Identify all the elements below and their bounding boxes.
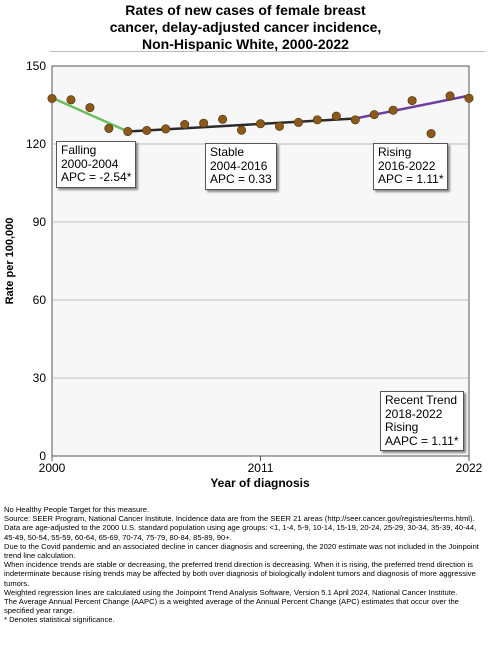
footnote: No Healthy People Target for this measur… — [4, 505, 150, 514]
data-point — [407, 96, 417, 106]
annotation-falling: Falling 2000-2004 APC = -2.54* — [56, 141, 137, 188]
footnote: Data are age-adjusted to the 2000 U.S. s… — [4, 523, 477, 542]
footnote: The Average Annual Percent Change (AAPC)… — [4, 597, 459, 616]
data-point — [255, 119, 265, 129]
title-divider — [50, 51, 485, 52]
data-point — [123, 127, 133, 137]
data-point — [464, 93, 474, 103]
annotation-line: Recent Trend — [385, 393, 458, 407]
y-tick-label: 30 — [33, 371, 47, 385]
annotation-line: 2004-2016 — [210, 158, 268, 173]
data-point — [218, 114, 228, 124]
data-point — [142, 125, 152, 135]
footnotes: No Healthy People Target for this measur… — [4, 505, 488, 625]
data-point — [161, 124, 171, 134]
annotation-line: APC = 0.33 — [210, 172, 272, 186]
y-tick-label: 0 — [39, 449, 46, 463]
data-point — [66, 95, 76, 105]
annotation-line: APC = -2.54* — [61, 170, 132, 184]
chart-title-line: cancer, delay-adjusted cancer incidence, — [109, 19, 382, 35]
annotation-line: 2018-2022 — [385, 406, 443, 421]
data-point — [426, 129, 436, 139]
x-axis-label: Year of diagnosis — [210, 476, 310, 490]
annotation-stable: Stable 2004-2016 APC = 0.33 — [205, 143, 277, 190]
data-point — [445, 91, 455, 101]
annotation-line: 2016-2022 — [378, 158, 436, 173]
data-point — [293, 117, 303, 127]
annotation-line: APC = 1.11* — [378, 172, 444, 186]
annotation-line: 2000-2004 — [61, 156, 119, 171]
y-axis-ticks: 0 30 60 90 120 150 — [26, 59, 46, 463]
annotation-line: Stable — [210, 145, 245, 159]
x-tick-label: 2011 — [248, 461, 274, 475]
annotation-rising: Rising 2016-2022 APC = 1.11* — [373, 143, 449, 190]
footnote: * Denotes statistical significance. — [4, 615, 115, 625]
data-point — [85, 103, 95, 113]
x-axis-ticks: 2000 2011 2022 — [39, 456, 483, 475]
chart-title-line: Non-Hispanic White, 2000-2022 — [142, 36, 349, 52]
data-point — [388, 105, 398, 115]
y-axis-label: Rate per 100,000 — [4, 218, 16, 305]
data-point — [274, 121, 284, 131]
annotation-line: AAPC = 1.11* — [385, 433, 459, 448]
footnote: Source: SEER Program, National Cancer In… — [4, 514, 475, 524]
annotation-line: Rising — [385, 420, 419, 434]
data-point — [237, 125, 247, 135]
data-points — [47, 91, 474, 139]
data-point — [180, 120, 190, 130]
chart-title: Rates of new cases of female breast canc… — [0, 2, 491, 53]
trend-segment — [50, 96, 130, 133]
x-tick-label: 2000 — [39, 461, 66, 475]
y-tick-label: 60 — [33, 293, 47, 307]
chart-title-line: Rates of new cases of female breast — [125, 2, 366, 18]
annotation-line: Rising — [378, 145, 412, 159]
data-point — [369, 110, 379, 120]
y-tick-label: 150 — [26, 59, 46, 73]
data-point — [199, 118, 209, 128]
annotation-line: Falling — [61, 143, 97, 157]
data-point — [350, 115, 360, 125]
data-point — [312, 115, 322, 125]
data-point — [331, 111, 341, 121]
x-tick-label: 2022 — [456, 461, 483, 475]
data-point — [47, 94, 57, 104]
footnote: When incidence trends are stable or decr… — [4, 560, 476, 588]
y-tick-label: 120 — [26, 137, 46, 151]
footnote: Due to the Covid pandemic and an associa… — [4, 541, 479, 561]
footnote: Weighted regression lines are calculated… — [4, 587, 458, 597]
data-point — [104, 123, 114, 133]
annotation-recent-trend: Recent Trend 2018-2022 Rising AAPC = 1.1… — [380, 391, 464, 451]
y-tick-label: 90 — [33, 215, 47, 229]
